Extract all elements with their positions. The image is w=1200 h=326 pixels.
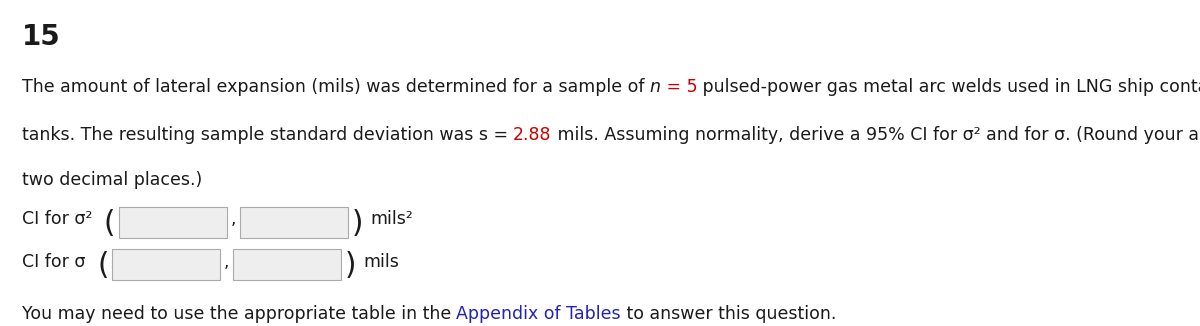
Text: mils: mils: [364, 253, 400, 271]
Text: tanks. The resulting sample standard deviation was s =: tanks. The resulting sample standard dev…: [22, 126, 514, 143]
Text: You may need to use the appropriate table in the: You may need to use the appropriate tabl…: [22, 305, 456, 323]
Text: ,: ,: [230, 210, 236, 228]
Bar: [240, 207, 348, 238]
Text: 15: 15: [22, 23, 60, 51]
Bar: [113, 249, 221, 280]
Text: = 5: = 5: [661, 78, 697, 96]
Text: mils. Assuming normality, derive a 95% CI for σ² and for σ. (Round your answers : mils. Assuming normality, derive a 95% C…: [552, 126, 1200, 143]
Text: two decimal places.): two decimal places.): [22, 171, 202, 189]
Text: The amount of lateral expansion (mils) was determined for a sample of: The amount of lateral expansion (mils) w…: [22, 78, 649, 96]
Bar: [119, 207, 227, 238]
Text: pulsed-power gas metal arc welds used in LNG ship containment: pulsed-power gas metal arc welds used in…: [697, 78, 1200, 96]
Text: CI for σ: CI for σ: [22, 253, 85, 271]
Text: ): ): [344, 251, 356, 280]
Text: to answer this question.: to answer this question.: [620, 305, 836, 323]
Text: 2.88: 2.88: [514, 126, 552, 143]
Text: ): ): [352, 209, 362, 238]
Text: Appendix of Tables: Appendix of Tables: [456, 305, 620, 323]
Text: mils²: mils²: [370, 210, 413, 228]
Bar: [233, 249, 341, 280]
Text: CI for σ²: CI for σ²: [22, 210, 92, 228]
Text: (: (: [104, 209, 115, 238]
Text: (: (: [97, 251, 108, 280]
Text: n: n: [649, 78, 661, 96]
Text: ,: ,: [224, 253, 229, 271]
